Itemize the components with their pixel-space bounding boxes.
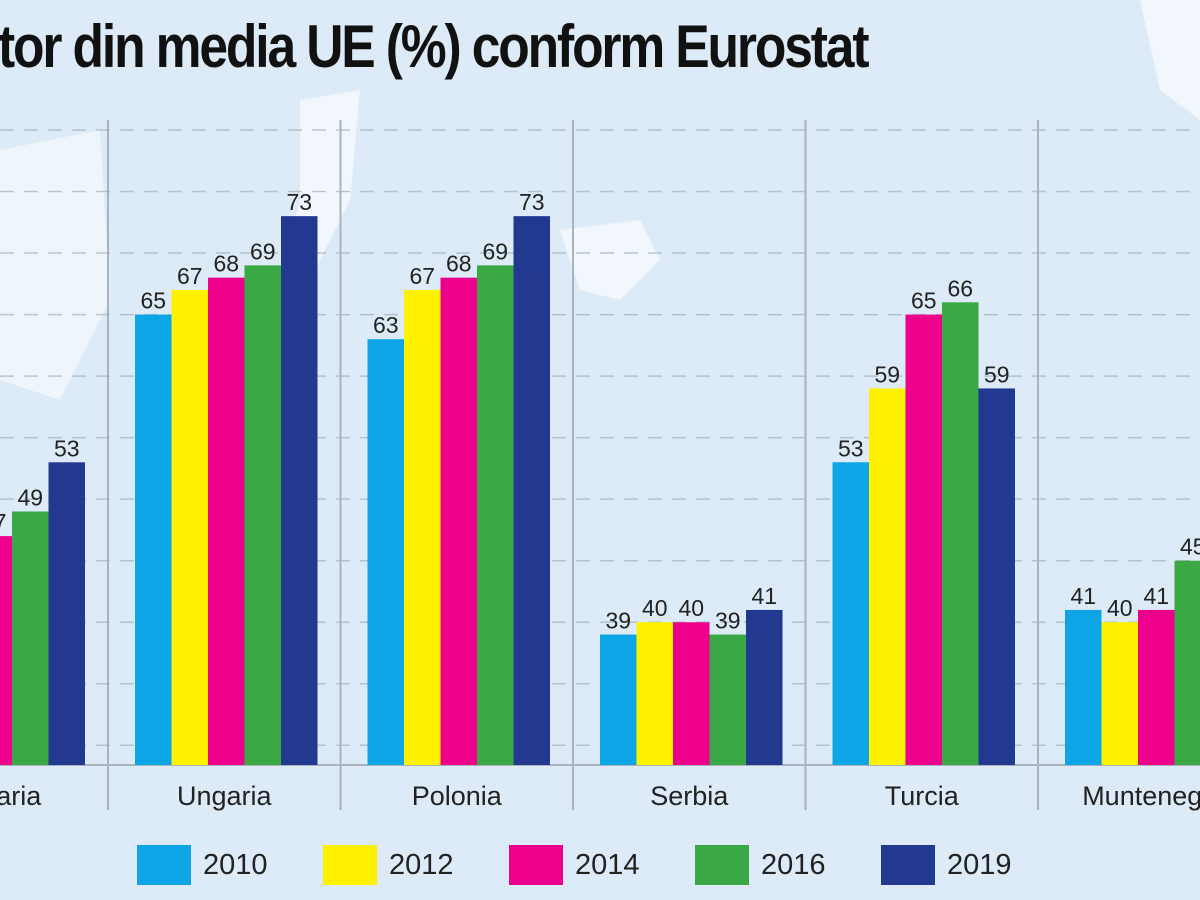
data-label: 69: [482, 238, 508, 264]
chart-title-text: tor din media UE (%) conform Eurostat: [0, 13, 870, 80]
data-label: 68: [213, 251, 239, 277]
bar-2010: [1065, 609, 1102, 765]
data-label: 39: [715, 608, 741, 634]
legend-swatch: [137, 845, 191, 885]
data-label: 53: [54, 435, 80, 461]
bar-2014: [905, 314, 942, 765]
data-label: 41: [751, 583, 777, 609]
legend-label: 2019: [947, 848, 1012, 881]
bar-2016: [942, 302, 979, 765]
legend: 2010 2012 2014 2016 2019: [0, 840, 1200, 890]
legend-swatch: [509, 845, 563, 885]
bar-2012: [869, 388, 906, 765]
bar-2019: [281, 216, 318, 765]
bar-2019: [513, 216, 550, 765]
data-label: 73: [519, 189, 545, 215]
data-label: 66: [947, 275, 973, 301]
data-label: 68: [446, 251, 472, 277]
bar-2012: [636, 622, 673, 765]
data-label: 67: [409, 263, 435, 289]
category-label: Polonia: [412, 781, 503, 811]
bar-2010: [832, 462, 869, 765]
data-label: 53: [838, 435, 864, 461]
data-label: 67: [177, 263, 203, 289]
data-label: 59: [874, 361, 900, 387]
bar-2016: [12, 511, 49, 765]
data-label: 40: [1107, 595, 1133, 621]
legend-item: 2012: [323, 845, 454, 885]
data-label: 40: [678, 595, 704, 621]
category-label: Ungaria: [177, 781, 273, 811]
category-label: Muntenegru: [1082, 781, 1200, 811]
bar-2019: [746, 609, 783, 765]
data-label: 40: [642, 595, 668, 621]
bar-2012: [1101, 622, 1138, 765]
data-label: 41: [1070, 583, 1096, 609]
data-label: 63: [373, 312, 399, 338]
legend-swatch: [881, 845, 935, 885]
data-label: 47: [0, 509, 7, 535]
legend-label: 2010: [203, 848, 268, 881]
bar-2016: [1174, 560, 1200, 765]
data-label: 73: [286, 189, 312, 215]
data-label: 59: [984, 361, 1010, 387]
bar-2014: [1138, 609, 1175, 765]
bar-2014: [0, 536, 12, 765]
bar-2016: [709, 634, 746, 765]
legend-swatch: [695, 845, 749, 885]
bar-2012: [171, 289, 208, 765]
bar-2014: [208, 277, 245, 765]
category-label: Turcia: [885, 781, 960, 811]
bar-2014: [673, 622, 710, 765]
bar-2019: [48, 462, 85, 765]
data-label: 41: [1143, 583, 1169, 609]
data-label: 65: [140, 288, 166, 314]
data-label: 45: [1180, 534, 1200, 560]
legend-item: 2010: [137, 845, 268, 885]
data-label: 69: [250, 238, 276, 264]
bar-2016: [477, 265, 514, 765]
data-label: 65: [911, 288, 937, 314]
bar-2012: [404, 289, 441, 765]
legend-label: 2012: [389, 848, 454, 881]
bar-2010: [367, 339, 404, 765]
bar-2010: [135, 314, 172, 765]
data-label: 49: [17, 484, 43, 510]
bar-2014: [440, 277, 477, 765]
legend-item: 2016: [695, 845, 826, 885]
bar-2010: [600, 634, 637, 765]
legend-label: 2016: [761, 848, 826, 881]
category-label: Serbia: [650, 781, 729, 811]
bar-2016: [244, 265, 281, 765]
legend-item: 2019: [881, 845, 1012, 885]
data-label: 39: [605, 608, 631, 634]
category-label: Bulgaria: [0, 781, 42, 811]
bar-2019: [978, 388, 1015, 765]
chart-title: tor din media UE (%) conform Eurostat: [0, 12, 1200, 92]
legend-swatch: [323, 845, 377, 885]
legend-item: 2014: [509, 845, 640, 885]
legend-label: 2014: [575, 848, 640, 881]
